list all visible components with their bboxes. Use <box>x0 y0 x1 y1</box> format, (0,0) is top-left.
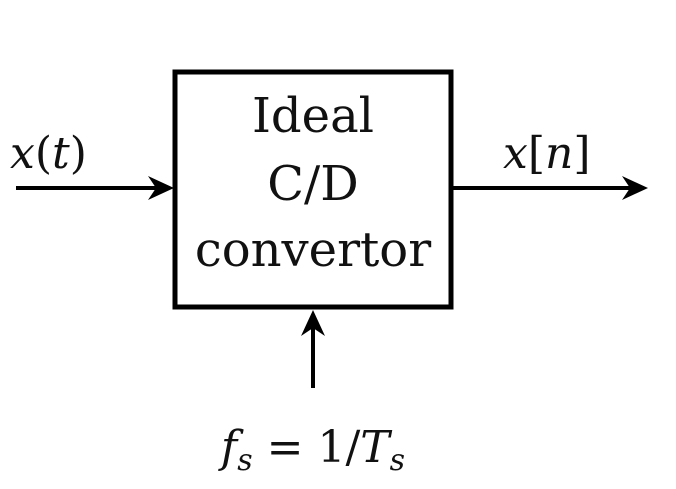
block-label-line-3: convertor <box>195 222 431 278</box>
output-open-bracket: [ <box>528 128 545 179</box>
input-signal-label: x(t) <box>10 128 87 179</box>
input-arrow-head <box>148 176 174 200</box>
output-arg: n <box>545 128 573 179</box>
control-arrow-head <box>301 310 325 336</box>
input-arg: t <box>52 128 70 179</box>
output-close-bracket: ] <box>573 128 590 179</box>
input-close-paren: ) <box>70 128 87 179</box>
sampling-frequency-label: fs = 1/Ts <box>218 422 405 478</box>
fs-subscript: s <box>237 443 252 478</box>
ts-subscript: s <box>390 443 405 478</box>
input-var: x <box>10 128 35 179</box>
ts-var: T <box>360 422 393 473</box>
output-arrow-head <box>622 176 648 200</box>
output-var: x <box>503 128 528 179</box>
block-label-line-1: Ideal <box>252 88 374 144</box>
block-label-line-2: C/D <box>267 156 358 212</box>
input-open-paren: ( <box>35 128 52 179</box>
output-signal-label: x[n] <box>503 128 591 179</box>
equals-sign: = <box>253 422 318 473</box>
division-slash: / <box>345 422 360 473</box>
numerator-one: 1 <box>317 422 345 473</box>
